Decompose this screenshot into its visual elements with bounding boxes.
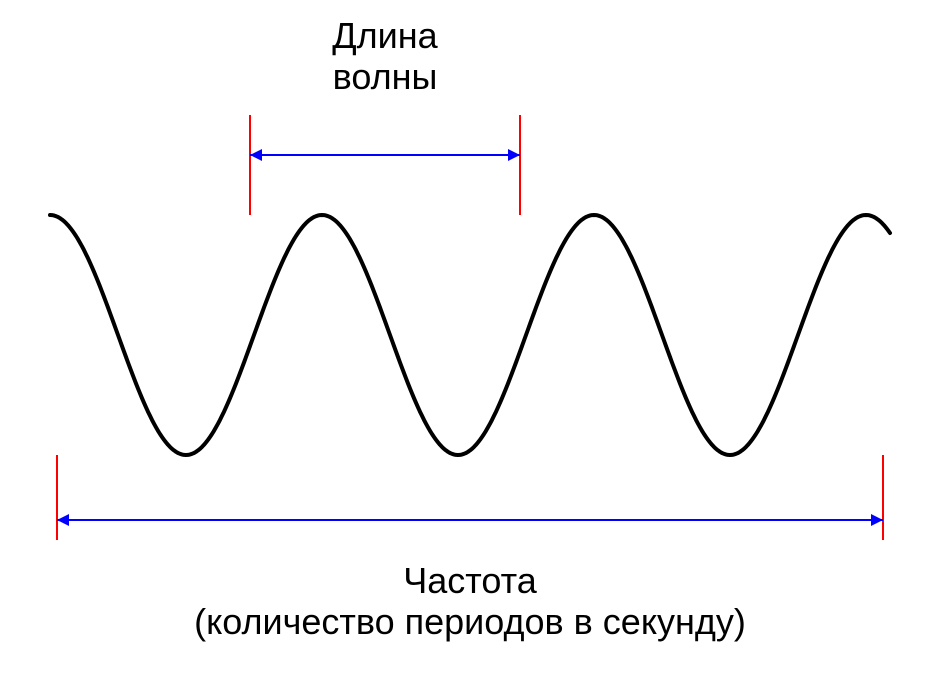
wave-diagram-container: { "diagram": { "type": "infographic", "b… <box>0 0 939 687</box>
wavelength-label: Длина волны <box>185 15 585 98</box>
wavelength-label-line1: Длина <box>185 15 585 56</box>
frequency-label: Частота (количество периодов в секунду) <box>70 560 870 643</box>
frequency-label-line2: (количество периодов в секунду) <box>70 601 870 642</box>
wavelength-label-line2: волны <box>185 56 585 97</box>
frequency-label-line1: Частота <box>70 560 870 601</box>
